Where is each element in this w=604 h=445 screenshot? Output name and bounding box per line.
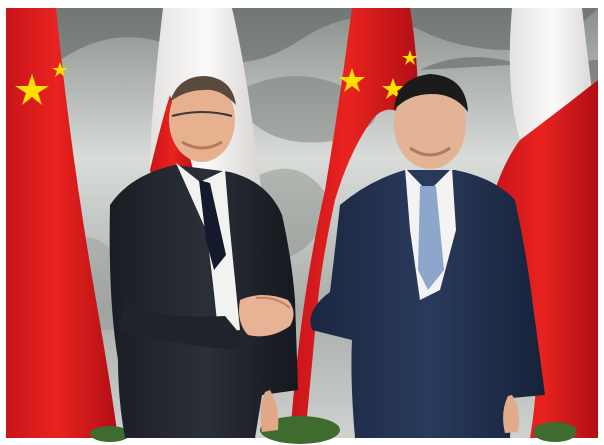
flag-star-icon <box>52 62 68 77</box>
chinese-flag-left <box>6 8 118 438</box>
person-left <box>109 76 299 438</box>
handshake <box>239 295 294 337</box>
decorative-plants <box>90 416 577 444</box>
flag-star-icon <box>402 50 418 65</box>
flag-star-icon <box>382 78 404 99</box>
flag-star-icon <box>15 74 49 105</box>
polish-flag-right <box>495 8 598 438</box>
person-right <box>310 74 545 438</box>
flag-star-icon <box>339 68 365 92</box>
chinese-flag-center <box>290 8 419 438</box>
